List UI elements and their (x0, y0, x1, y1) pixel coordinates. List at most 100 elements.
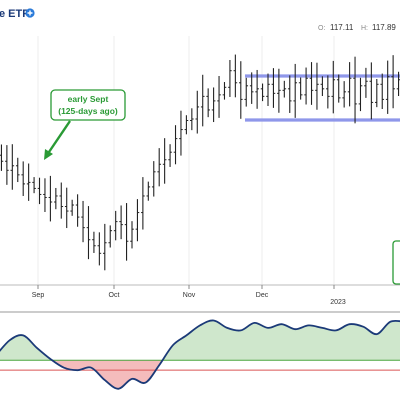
price-bar (260, 83, 265, 102)
price-bar (309, 62, 314, 105)
price-bar (353, 56, 357, 124)
price-bar (266, 73, 270, 107)
price-bar (239, 61, 243, 119)
price-bar (54, 187, 58, 210)
price-bar (103, 223, 107, 271)
indicator-fill-above (0, 320, 400, 361)
price-bar (43, 178, 47, 213)
price-bars (0, 54, 400, 271)
price-bar (59, 182, 64, 219)
price-bar (320, 76, 325, 97)
price-bar (81, 200, 85, 243)
price-bar (315, 62, 319, 110)
price-bar (331, 60, 336, 114)
x-axis: Sep Oct Nov Dec 2023 (0, 284, 400, 306)
price-bar (298, 77, 303, 100)
x-tick-label: Sep (32, 292, 45, 299)
price-bar (222, 82, 227, 100)
price-bar (391, 55, 395, 109)
price-bar (347, 62, 352, 107)
trading-range-band (245, 74, 400, 122)
price-bar (206, 88, 210, 118)
callout-box (50, 89, 126, 121)
price-bar (249, 72, 254, 104)
high-value: 117.89 (372, 23, 396, 32)
price-bar (97, 232, 102, 266)
header-background (0, 0, 400, 30)
price-bar (10, 144, 15, 190)
price-bar (48, 175, 53, 222)
x-tick-label: Dec (256, 292, 269, 299)
price-bar (124, 203, 129, 261)
early-sept-callout: early Sept (125-days ago) (44, 89, 126, 160)
price-bar (342, 81, 346, 108)
price-bar (141, 177, 145, 230)
price-bar (162, 138, 167, 184)
price-bar (304, 67, 308, 105)
price-bar (282, 80, 287, 98)
high-label: H: (361, 25, 368, 32)
price-bar (217, 75, 221, 118)
price-bar (64, 187, 69, 229)
price-bar (151, 161, 156, 197)
price-bar (86, 206, 91, 260)
x-tick-label: Oct (109, 292, 120, 299)
price-bar (190, 108, 194, 131)
callout-arrow (48, 120, 71, 153)
price-bar (336, 74, 341, 103)
price-bar (228, 59, 232, 97)
price-bar (369, 62, 374, 120)
callout-line-2: (125-days ago) (58, 106, 118, 116)
price-bar (37, 177, 42, 205)
price-bar (396, 71, 400, 97)
price-bar (5, 145, 9, 185)
price-bar (108, 225, 113, 248)
price-bar (200, 74, 205, 127)
price-bar (75, 194, 80, 227)
open-label: O: (318, 25, 325, 32)
right-edge-callout-box (392, 240, 400, 285)
price-bar (113, 210, 118, 241)
price-bar (15, 157, 20, 183)
indicator-line (0, 319, 400, 390)
price-bar (130, 221, 134, 249)
price-bar (21, 161, 25, 196)
price-bar (364, 67, 368, 98)
price-bar (32, 177, 36, 194)
price-bar (375, 79, 379, 108)
price-bar (233, 54, 238, 98)
price-bar (146, 181, 151, 201)
price-bar (135, 199, 140, 242)
price-bar (157, 148, 161, 187)
price-bar (184, 115, 189, 135)
price-bar (287, 75, 292, 113)
x-year-label: 2023 (330, 299, 346, 306)
price-bar (26, 163, 31, 201)
indicator-panel (0, 319, 400, 390)
price-bar (277, 68, 281, 113)
price-bar (211, 87, 216, 123)
price-bar (179, 110, 183, 156)
price-bar (385, 60, 390, 114)
price-bar (358, 77, 363, 112)
callout-arrowhead (44, 149, 53, 160)
price-bar (293, 63, 297, 118)
price-bar (195, 90, 200, 134)
price-bar (168, 144, 172, 167)
header-title: e ETF (0, 8, 29, 20)
price-bar (255, 69, 259, 109)
callout-line-1: early Sept (68, 94, 109, 104)
price-bar (244, 77, 249, 107)
price-bar (70, 199, 74, 216)
plus-circle-icon[interactable] (25, 8, 35, 18)
price-panel (0, 36, 400, 285)
price-bar (0, 144, 4, 171)
price-bar (173, 125, 178, 165)
x-tick-label: Nov (183, 292, 196, 299)
price-bar (380, 73, 385, 110)
price-bar (326, 75, 330, 109)
indicator-fill-below (52, 360, 163, 389)
price-bar (271, 68, 276, 108)
open-value: 117.11 (330, 23, 354, 32)
